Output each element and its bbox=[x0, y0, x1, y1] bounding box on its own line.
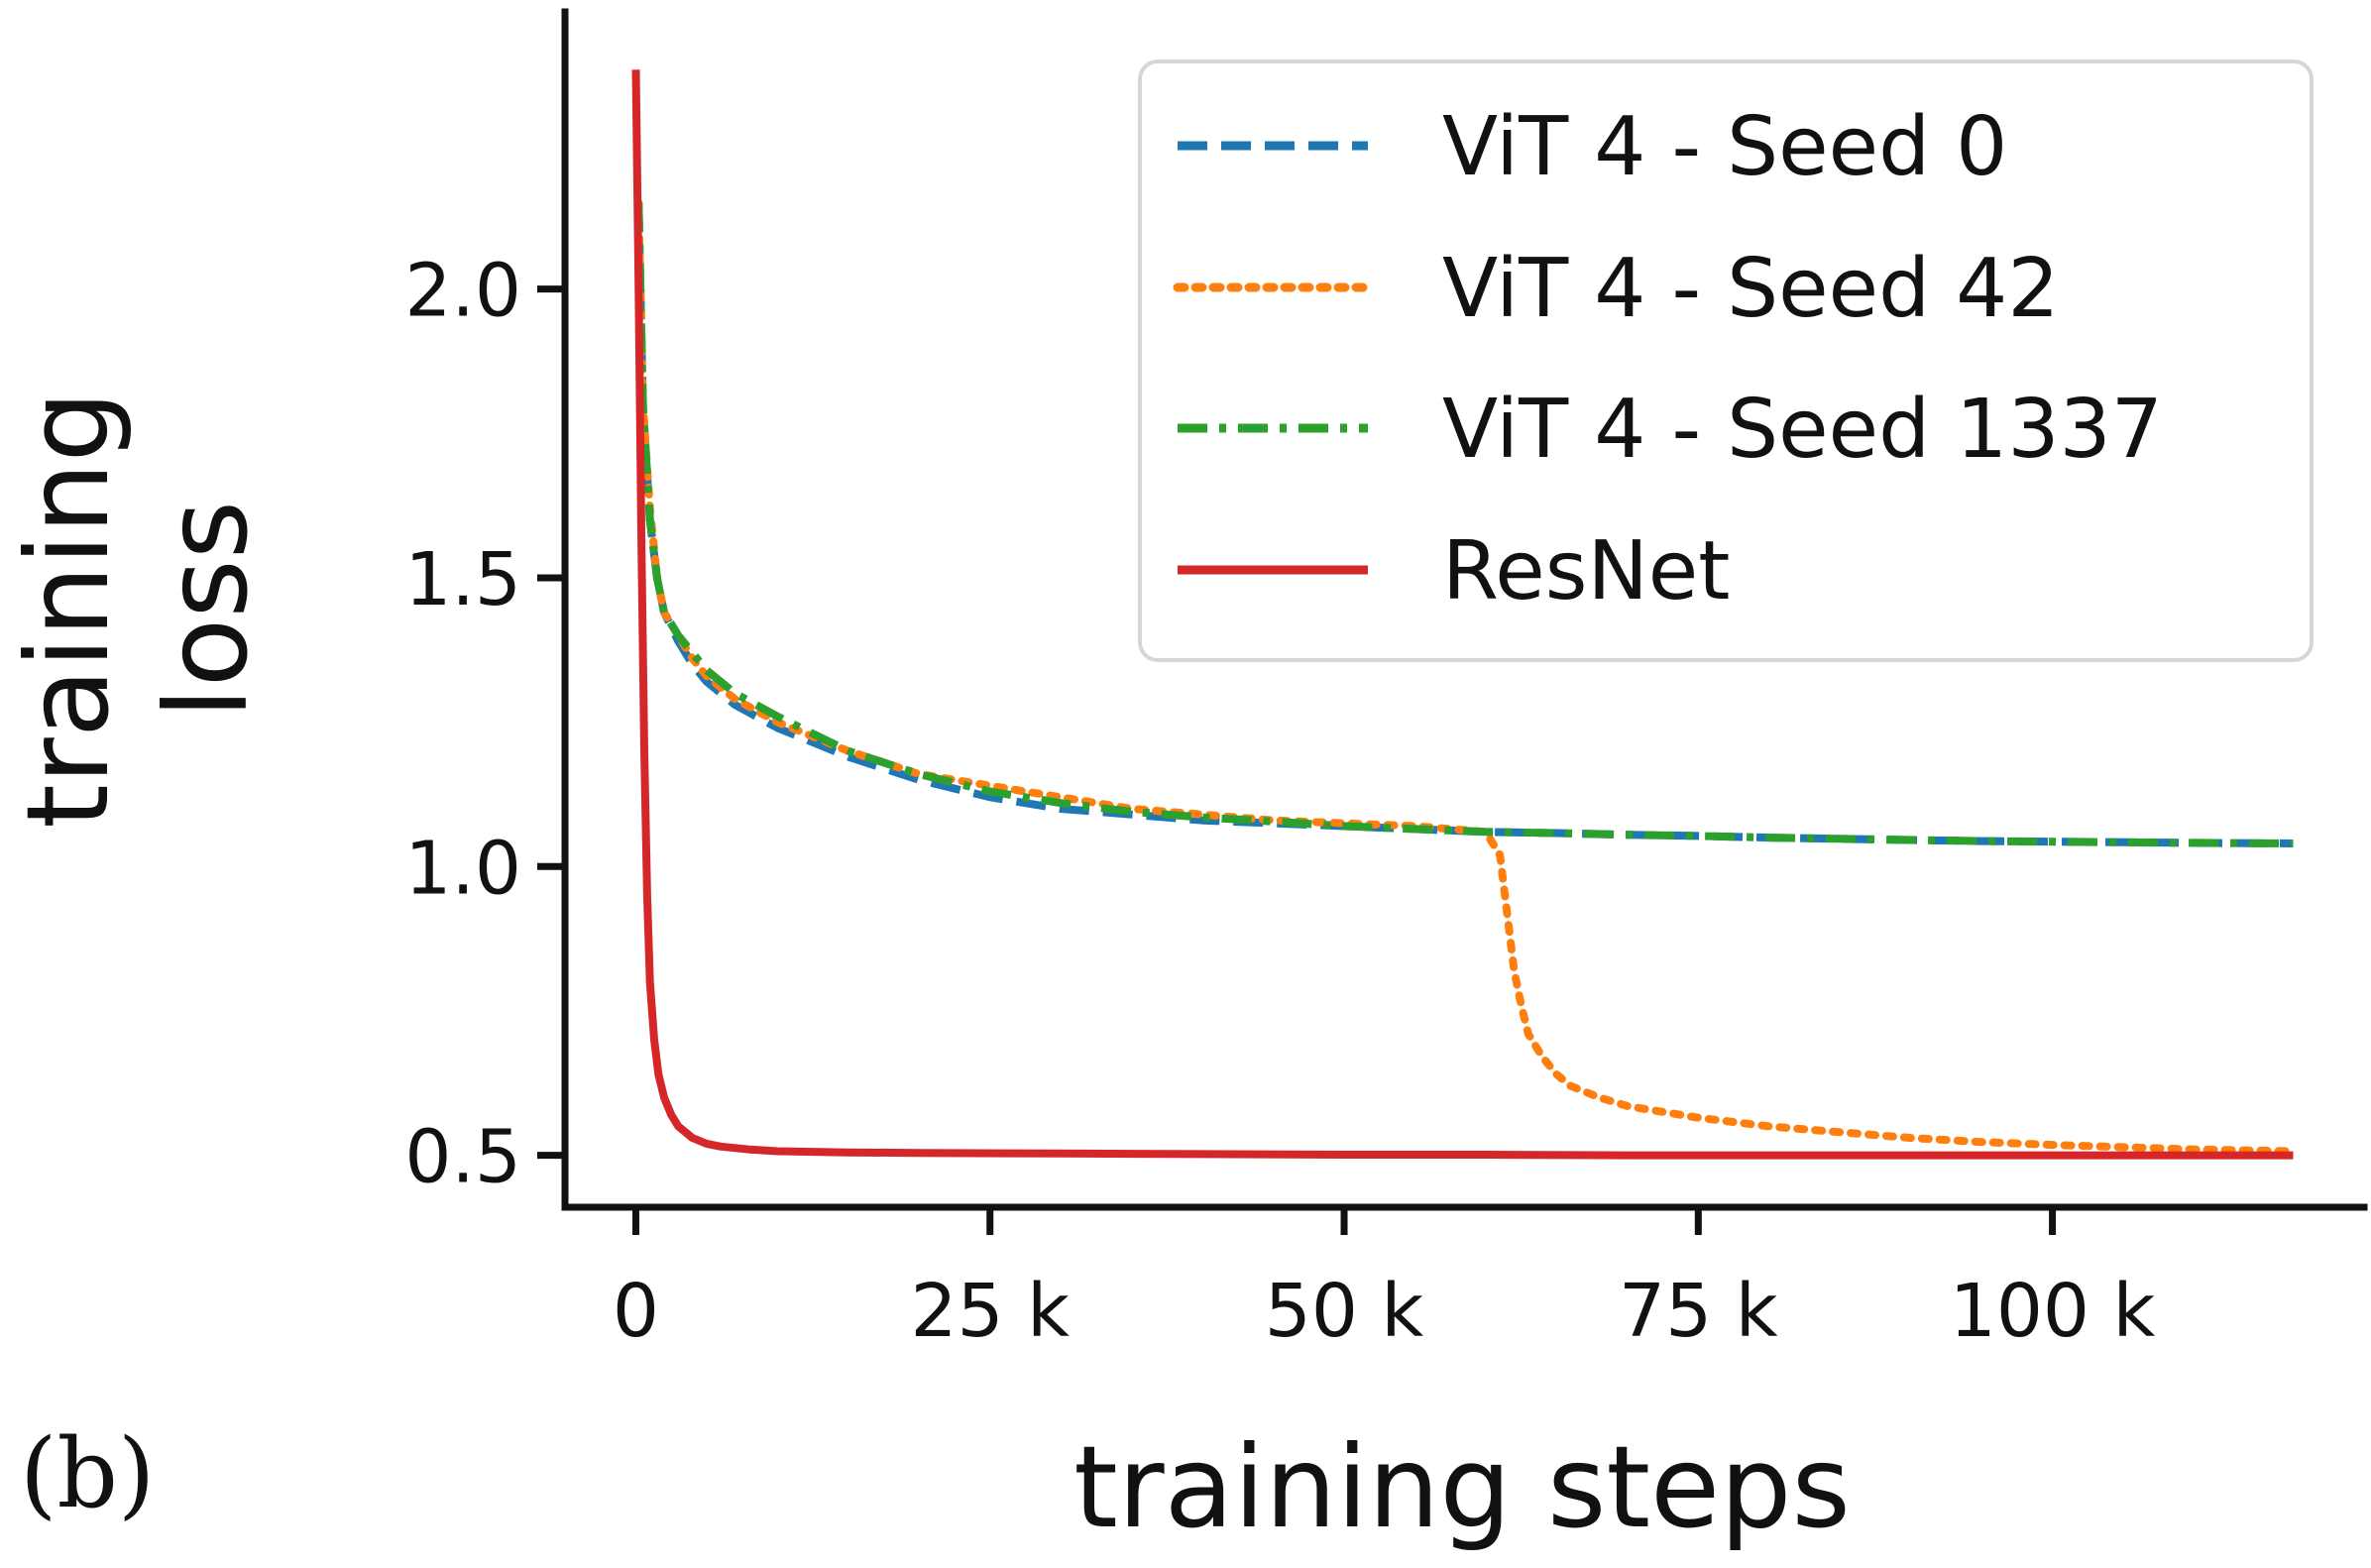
y-axis-label-line-1: training bbox=[2, 391, 134, 829]
y-tick-label: 2.0 bbox=[404, 249, 521, 334]
series-layer bbox=[631, 69, 2298, 1160]
x-tick-label: 0 bbox=[613, 1269, 659, 1354]
series-line-4 bbox=[631, 69, 2294, 1160]
panel-label: (b) bbox=[20, 1418, 155, 1529]
legend: ViT 4 - Seed 0 ViT 4 - Seed 42 ViT 4 - See… bbox=[1138, 59, 2314, 662]
x-tick-label: 50 k bbox=[1265, 1269, 1424, 1354]
legend-frame bbox=[1138, 59, 2314, 662]
x-axis-label: training steps bbox=[1073, 1421, 1851, 1553]
x-tick-label: 25 k bbox=[910, 1269, 1070, 1354]
y-axis-label-line-2: loss bbox=[141, 501, 273, 719]
y-tick-label: 1.0 bbox=[404, 826, 521, 911]
legend-label-4: ResNet bbox=[1442, 524, 1730, 618]
legend-label-3: ViT 4 - Seed 1337 bbox=[1442, 383, 2163, 477]
x-tick-label: 100 k bbox=[1950, 1269, 2156, 1354]
y-axis-label: training loss bbox=[2, 391, 273, 829]
legend-label-1: ViT 4 - Seed 0 bbox=[1442, 100, 2007, 194]
y-tick-label: 1.5 bbox=[404, 537, 521, 622]
series-line-3 bbox=[634, 202, 2294, 847]
legend-items: ViT 4 - Seed 0 ViT 4 - Seed 42 ViT 4 - See… bbox=[1173, 100, 2163, 618]
y-tick-label: 0.5 bbox=[404, 1115, 521, 1200]
ticks-layer: 0 25 k 50 k 75 k 100 k 0.5 1.0 1.5 2.0 bbox=[404, 249, 2155, 1354]
legend-label-2: ViT 4 - Seed 42 bbox=[1442, 242, 2060, 336]
x-tick-label: 75 k bbox=[1619, 1269, 1778, 1354]
